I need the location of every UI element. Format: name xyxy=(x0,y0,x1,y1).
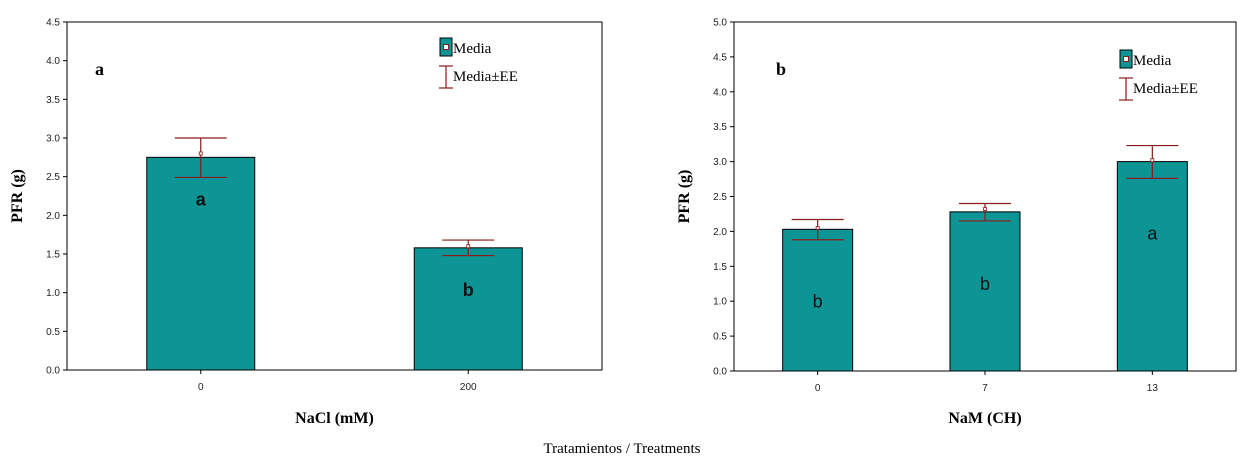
x-tick-label: 13 xyxy=(1147,383,1159,394)
y-tick-label: 0.0 xyxy=(46,366,60,377)
x-tick-label: 0 xyxy=(198,382,204,393)
y-tick-label: 3.0 xyxy=(46,134,60,145)
y-tick-label: 5.0 xyxy=(713,18,727,29)
y-tick-label: 3.0 xyxy=(713,157,727,168)
x-tick-label: 0 xyxy=(815,383,821,394)
mean-marker xyxy=(1150,158,1155,163)
significance-label: a xyxy=(196,189,207,209)
y-tick-label: 3.5 xyxy=(713,122,727,133)
y-tick-label: 0.5 xyxy=(46,327,60,338)
y-tick-label: 4.5 xyxy=(46,18,60,29)
bar xyxy=(1116,161,1188,372)
panel-label: a xyxy=(95,59,104,79)
significance-label: b xyxy=(980,274,990,294)
y-tick-label: 2.0 xyxy=(713,227,727,238)
legend-label-media: Media xyxy=(1133,53,1172,69)
legend-label-error: Media±EE xyxy=(1133,81,1198,97)
mean-marker xyxy=(815,226,820,230)
bar xyxy=(782,228,854,372)
y-tick-label: 1.5 xyxy=(46,250,60,261)
legend: Media Media±EE xyxy=(439,37,518,89)
significance-label: b xyxy=(813,291,823,311)
legend-label-error: Media±EE xyxy=(453,69,518,85)
y-tick-label: 4.0 xyxy=(46,56,60,67)
x-axis-title: NaM (CH) xyxy=(948,410,1021,427)
mean-marker xyxy=(198,151,203,156)
y-tick-label: 2.5 xyxy=(46,172,60,183)
y-tick-label: 1.0 xyxy=(713,297,727,308)
significance-label: b xyxy=(463,280,474,300)
plot-frame xyxy=(66,21,603,371)
chart-panel-b: 0.0 0.5 1.0 1.5 2.0 2.5 3.0 3.5 4.0 4.5 5.0 b 0 b 7 a 13… xyxy=(676,18,1237,427)
y-tick-label: 1.0 xyxy=(46,288,60,299)
panel-label: b xyxy=(776,59,786,79)
y-tick-label: 0.5 xyxy=(713,332,727,343)
bar xyxy=(949,211,1021,372)
y-tick-label: 2.5 xyxy=(713,192,727,203)
legend-label-media: Media xyxy=(453,41,492,57)
y-axis-title: PFR (g) xyxy=(9,169,26,223)
y-axis-title: PFR (g) xyxy=(676,170,693,224)
y-tick-label: 3.5 xyxy=(46,95,60,106)
x-tick-label: 7 xyxy=(982,383,988,394)
y-tick-label: 4.0 xyxy=(713,87,727,98)
legend: Media Media±EE xyxy=(1119,49,1198,101)
x-tick-label: 200 xyxy=(460,382,477,393)
y-tick-label: 4.5 xyxy=(713,52,727,63)
mean-marker xyxy=(466,244,471,249)
y-tick-label: 0.0 xyxy=(713,367,727,378)
bar xyxy=(146,156,256,371)
y-tick-label: 2.0 xyxy=(46,211,60,222)
figure-caption: Tratamientos / Treatments xyxy=(544,441,701,457)
significance-label: a xyxy=(1147,224,1158,244)
y-tick-label: 1.5 xyxy=(713,262,727,273)
legend-marker-media xyxy=(1123,56,1129,62)
legend-marker-media xyxy=(443,44,449,50)
bar xyxy=(413,247,523,371)
mean-marker xyxy=(983,207,987,211)
x-axis-title: NaCl (mM) xyxy=(295,410,374,427)
chart-panel-a: 0.0 0.5 1.0 1.5 2.0 2.5 3.0 3.5 4.0 4.5 a 0 b 200 NaCl… xyxy=(9,18,603,427)
